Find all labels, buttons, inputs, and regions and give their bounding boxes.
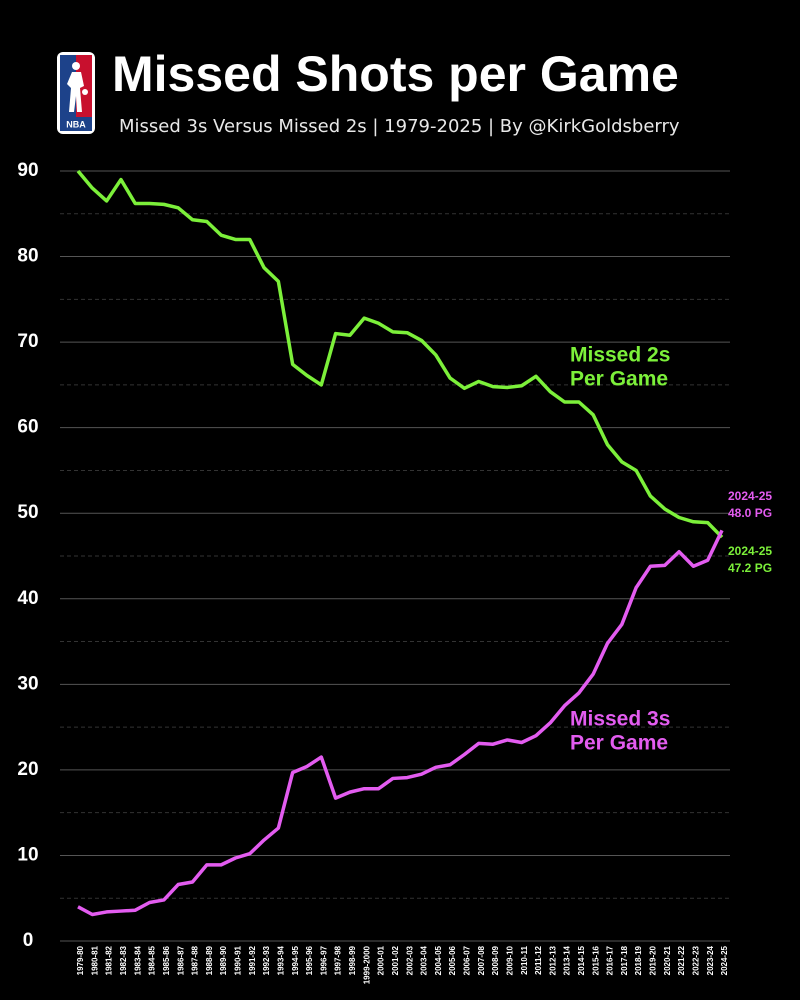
y-tick-label: 50 (17, 502, 38, 523)
series-label: Per Game (570, 368, 668, 391)
x-tick-label: 2010-11 (520, 945, 529, 974)
logo-text: NBA (66, 119, 86, 129)
x-tick-label: 2011-12 (534, 945, 543, 974)
x-tick-label: 2020-21 (663, 945, 672, 975)
x-tick-label: 1990-91 (234, 945, 243, 975)
x-tick-label: 1996-97 (319, 945, 328, 975)
x-tick-label: 1981-82 (105, 945, 114, 975)
x-tick-label: 2008-09 (491, 945, 500, 975)
x-tick-label: 2015-16 (591, 945, 600, 975)
end-label-value: 47.2 PG (728, 561, 772, 575)
x-tick-label: 1988-89 (205, 945, 214, 975)
x-tick-label: 2019-20 (649, 945, 658, 975)
x-tick-label: 1985-86 (162, 945, 171, 975)
x-tick-label: 1989-90 (219, 945, 228, 975)
x-tick-label: 1986-87 (176, 945, 185, 975)
x-tick-label: 2023-24 (706, 945, 715, 975)
x-tick-label: 1993-94 (276, 945, 285, 975)
x-tick-label: 2003-04 (420, 945, 429, 975)
y-tick-label: 30 (17, 673, 38, 694)
x-tick-label: 1999-2000 (362, 945, 371, 984)
x-tick-label: 1987-88 (191, 945, 200, 975)
x-tick-label: 2002-03 (405, 945, 414, 975)
x-tick-label: 2007-08 (477, 945, 486, 975)
y-tick-label: 20 (17, 759, 38, 780)
x-tick-label: 2012-13 (548, 945, 557, 975)
y-tick-label: 0 (23, 930, 34, 951)
y-tick-label: 80 (17, 246, 38, 267)
nba-logo: NBA (57, 52, 95, 134)
y-tick-label: 10 (17, 844, 38, 865)
x-tick-label: 2001-02 (391, 945, 400, 975)
end-label-season: 2024-25 (728, 489, 772, 503)
series-label: Per Game (570, 732, 668, 755)
x-tick-label: 1980-81 (90, 945, 99, 975)
x-tick-label: 2017-18 (620, 945, 629, 975)
x-tick-label: 1984-85 (148, 945, 157, 975)
x-tick-label: 2014-15 (577, 945, 586, 975)
x-tick-label: 2000-01 (377, 945, 386, 975)
x-tick-label: 1983-84 (133, 945, 142, 975)
series-label: Missed 3s (570, 708, 670, 731)
y-tick-label: 40 (17, 588, 38, 609)
x-tick-label: 1991-92 (248, 945, 257, 975)
y-tick-label: 90 (17, 160, 38, 181)
x-tick-label: 2022-23 (691, 945, 700, 975)
x-tick-label: 2018-19 (634, 945, 643, 975)
chart-subtitle: Missed 3s Versus Missed 2s | 1979-2025 |… (119, 116, 680, 137)
series-line (76, 169, 724, 539)
x-tick-label: 2021-22 (677, 945, 686, 975)
x-tick-label: 1998-99 (348, 945, 357, 975)
x-tick-label: 1982-83 (119, 945, 128, 975)
x-tick-label: 1992-93 (262, 945, 271, 975)
end-label-value: 48.0 PG (728, 506, 772, 520)
series-label: Missed 2s (570, 344, 670, 367)
x-tick-label: 2005-06 (448, 945, 457, 975)
x-tick-label: 2006-07 (463, 945, 472, 975)
x-tick-label: 1994-95 (291, 945, 300, 975)
series-line (77, 529, 724, 917)
y-tick-label: 70 (17, 331, 38, 352)
chart-title: Missed Shots per Game (112, 46, 679, 102)
x-tick-label: 2009-10 (505, 945, 514, 975)
end-label-season: 2024-25 (728, 544, 772, 558)
y-tick-label: 60 (17, 417, 38, 438)
x-tick-label: 2013-14 (563, 945, 572, 975)
x-tick-label: 2016-17 (606, 945, 615, 975)
x-tick-label: 1997-98 (334, 945, 343, 975)
x-tick-label: 1995-96 (305, 945, 314, 975)
x-tick-label: 2024-25 (720, 945, 729, 975)
x-tick-label: 2004-05 (434, 945, 443, 975)
x-tick-label: 1979-80 (76, 945, 85, 975)
